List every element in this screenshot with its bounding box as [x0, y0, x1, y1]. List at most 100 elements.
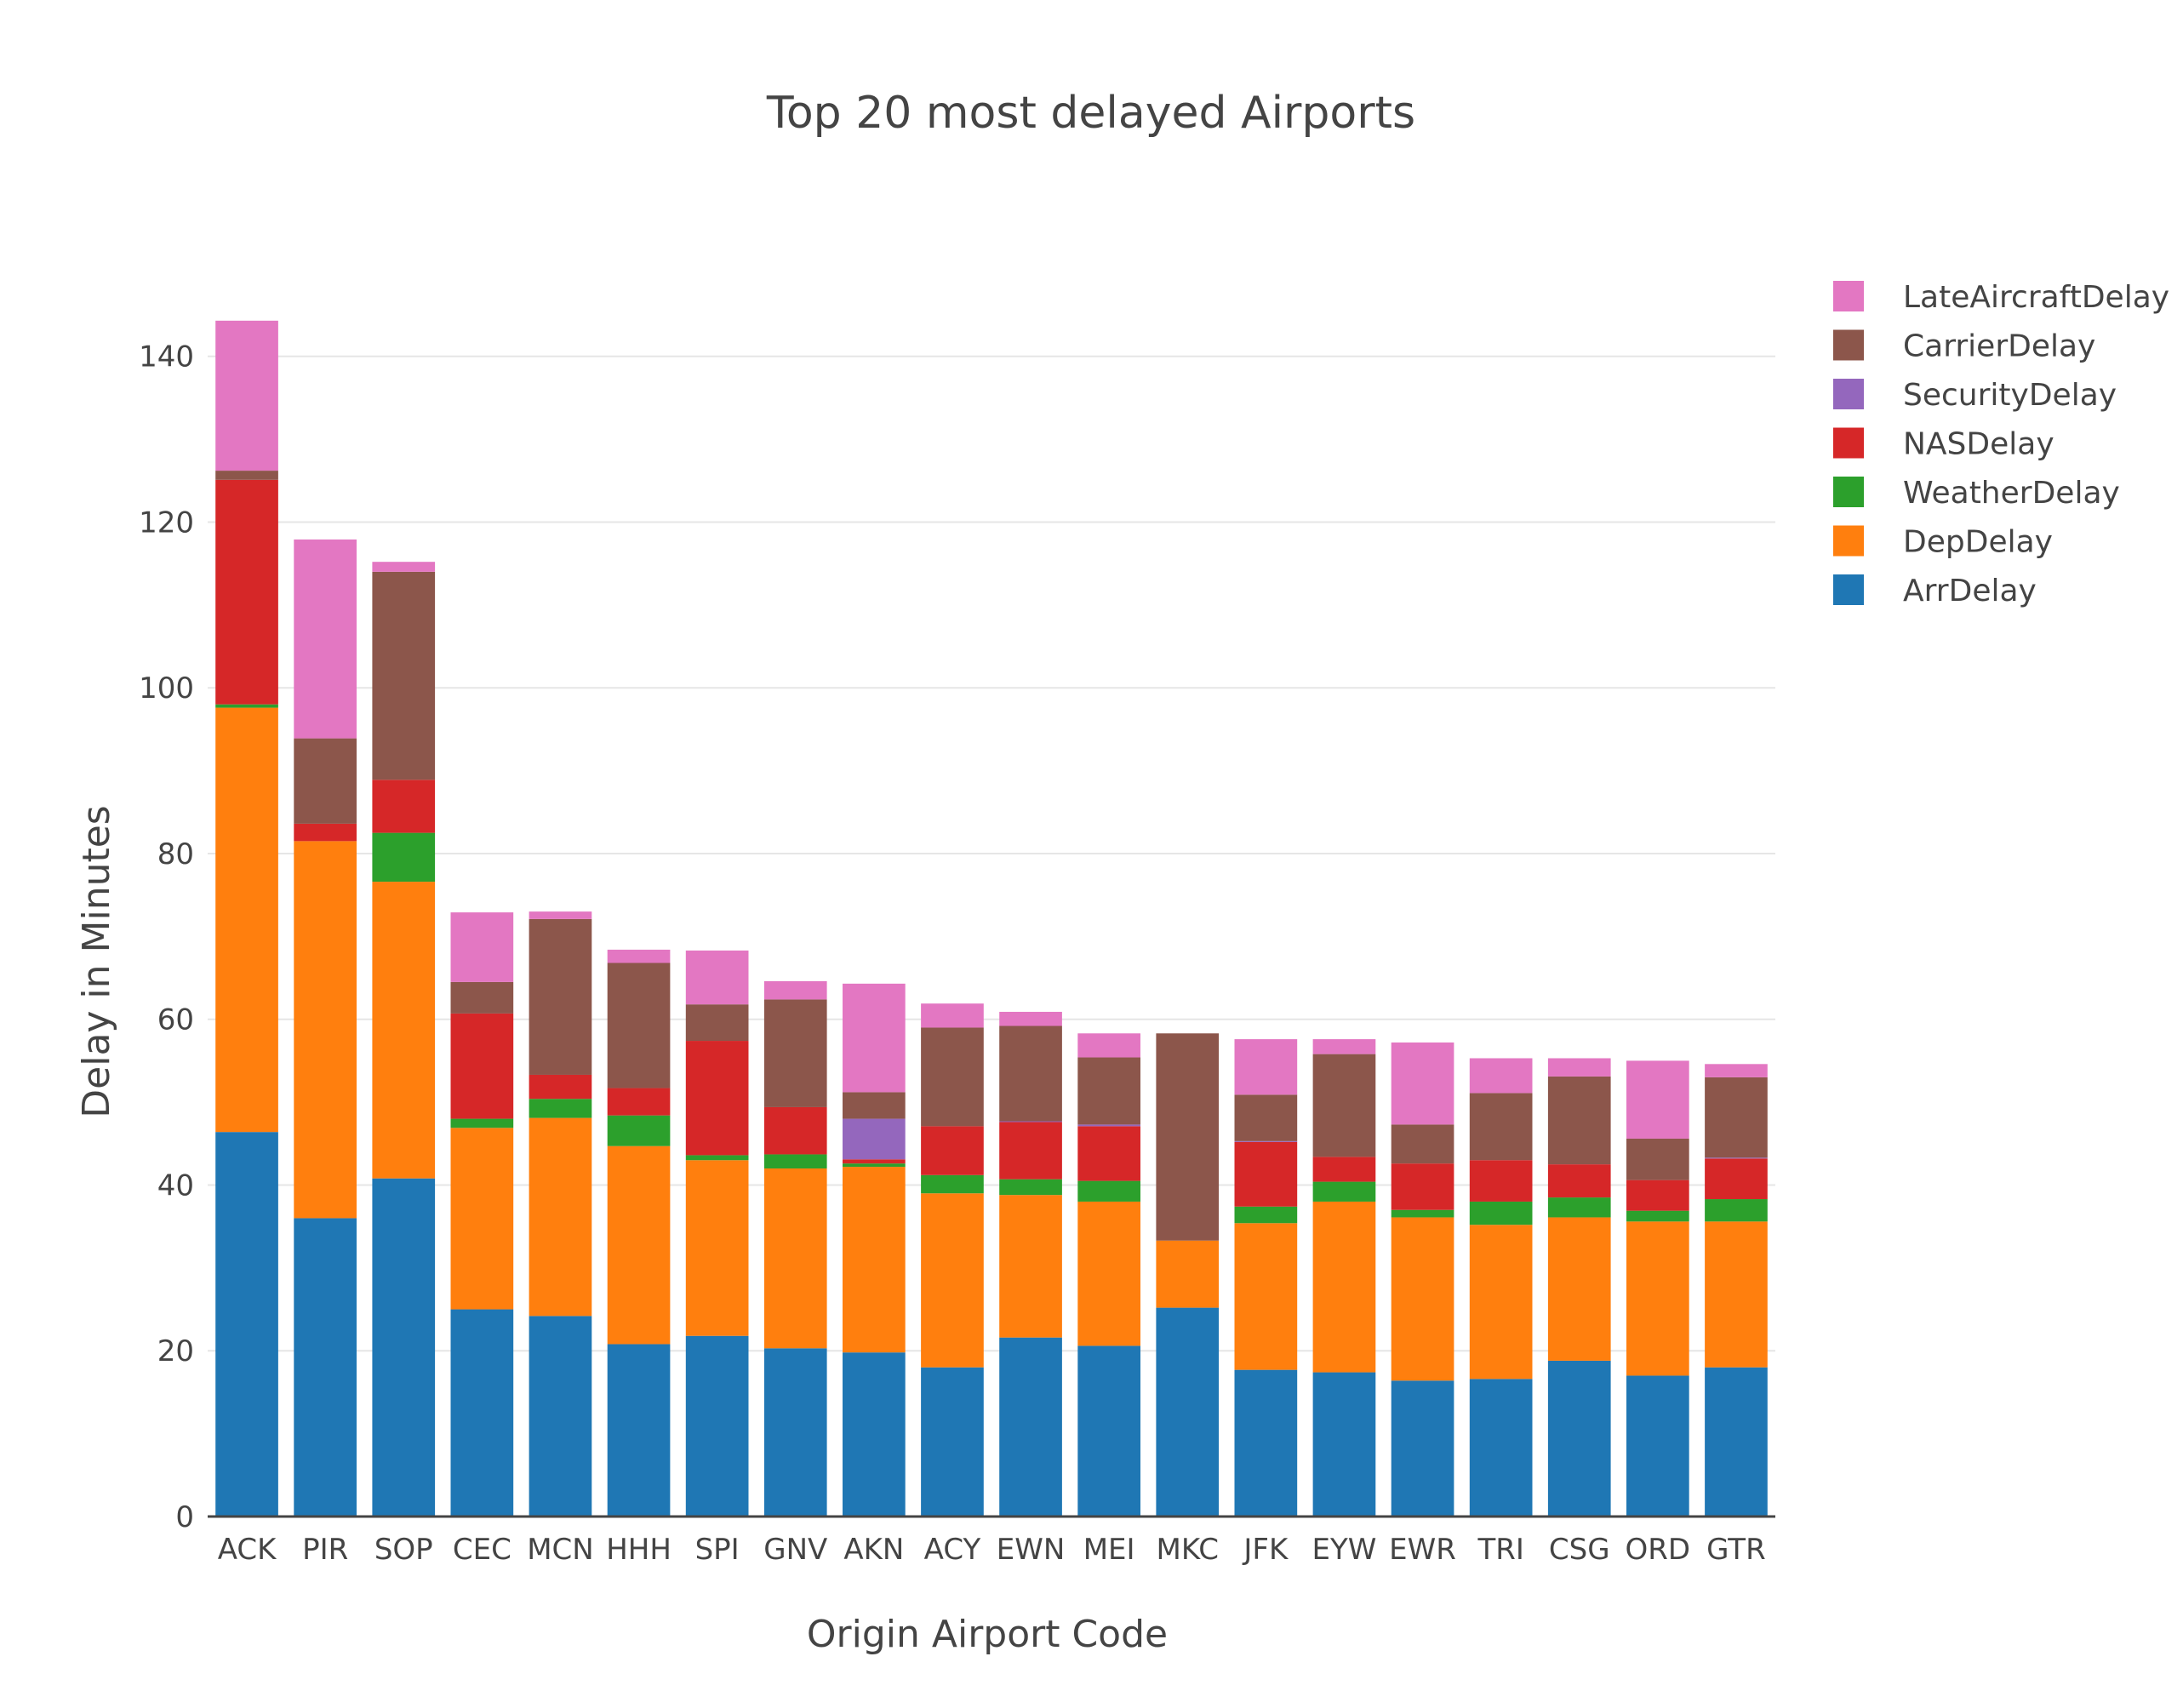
- bar-segment-carrierdelay-pir: [294, 738, 357, 824]
- bar-segment-carrierdelay-gtr: [1705, 1077, 1768, 1158]
- bar-segment-nasdelay-spi: [685, 1041, 749, 1156]
- bar-segment-arrdelay-pir: [294, 1218, 357, 1517]
- x-tick-label: TRI: [1477, 1533, 1523, 1567]
- legend-swatch: [1833, 427, 1864, 459]
- bar-segment-lateaircraftdelay-csg: [1547, 1058, 1611, 1077]
- bar-segment-depdelay-gnv: [763, 1168, 827, 1349]
- legend-label: NASDelay: [1903, 427, 2054, 462]
- bar-segment-nasdelay-sop: [372, 780, 436, 833]
- bar-segment-carrierdelay-mkc: [1156, 1033, 1220, 1241]
- bar-segment-carrierdelay-ewr: [1391, 1124, 1454, 1164]
- bar-segment-arrdelay-ewr: [1391, 1380, 1454, 1517]
- y-tick-label: 40: [157, 1168, 194, 1202]
- x-tick-label: SOP: [374, 1533, 433, 1567]
- bar-segment-nasdelay-akn: [843, 1159, 906, 1164]
- legend-swatch: [1833, 525, 1864, 557]
- bar-segment-carrierdelay-spi: [685, 1004, 749, 1042]
- bar-segment-depdelay-cec: [450, 1128, 514, 1310]
- bar-segment-arrdelay-spi: [685, 1335, 749, 1517]
- bar-segment-carrierdelay-acy: [921, 1027, 984, 1127]
- legend-swatch: [1833, 477, 1864, 507]
- legend-label: DepDelay: [1903, 525, 2053, 560]
- bar-segment-weatherdelay-ack: [215, 704, 278, 708]
- bar-segment-carrierdelay-akn: [843, 1092, 906, 1119]
- bar-segment-depdelay-ack: [215, 707, 278, 1133]
- bar-segment-carrierdelay-mei: [1077, 1057, 1140, 1125]
- legend-label: SecurityDelay: [1903, 378, 2117, 413]
- bar-segment-nasdelay-hhh: [607, 1088, 671, 1116]
- y-tick-label: 120: [139, 506, 194, 540]
- bar-segment-arrdelay-tri: [1469, 1379, 1533, 1517]
- bar-segment-securitydelay-mei: [1077, 1124, 1140, 1127]
- bar-segment-weatherdelay-csg: [1547, 1197, 1611, 1218]
- bar-segment-carrierdelay-eyw: [1312, 1054, 1376, 1157]
- bar-segment-arrdelay-ord: [1626, 1375, 1689, 1517]
- x-tick-label: EYW: [1312, 1533, 1377, 1567]
- bar-segment-lateaircraftdelay-sop: [372, 562, 436, 572]
- bars: [215, 320, 1768, 1517]
- bar-segment-depdelay-mei: [1077, 1201, 1140, 1346]
- bar-segment-depdelay-spi: [685, 1160, 749, 1336]
- legend-label: WeatherDelay: [1903, 476, 2120, 511]
- bar-segment-lateaircraftdelay-ord: [1626, 1060, 1689, 1139]
- bar-segment-weatherdelay-ewr: [1391, 1209, 1454, 1218]
- bar-segment-weatherdelay-tri: [1469, 1201, 1533, 1225]
- bar-segment-lateaircraftdelay-ewr: [1391, 1042, 1454, 1125]
- x-axis: ACK PIR SOP CEC MCN HHH SPI GNV AKN ACY EWN MEI MKC J…: [208, 1515, 1775, 1567]
- bar-segment-carrierdelay-hhh: [607, 963, 671, 1088]
- legend-swatch: [1833, 281, 1864, 311]
- x-tick-label: MCN: [527, 1533, 594, 1567]
- y-tick-label: 100: [139, 671, 194, 705]
- x-tick-label: GTR: [1706, 1533, 1766, 1567]
- bar-segment-nasdelay-eyw: [1312, 1157, 1376, 1182]
- bar-segment-nasdelay-mcn: [529, 1074, 592, 1100]
- legend-swatch: [1833, 574, 1864, 605]
- bar-segment-nasdelay-ack: [215, 479, 278, 705]
- bar-segment-arrdelay-gtr: [1705, 1367, 1768, 1517]
- bar-segment-depdelay-mcn: [529, 1117, 592, 1317]
- bar-segment-arrdelay-cec: [450, 1309, 514, 1517]
- bar-segment-depdelay-ord: [1626, 1221, 1689, 1376]
- bar-segment-lateaircraftdelay-mei: [1077, 1033, 1140, 1058]
- bar-segment-weatherdelay-cec: [450, 1118, 514, 1128]
- bar-segment-carrierdelay-gnv: [763, 999, 827, 1107]
- x-tick-label: MEI: [1083, 1533, 1135, 1567]
- bar-segment-nasdelay-mei: [1077, 1126, 1140, 1181]
- bar-segment-lateaircraftdelay-gtr: [1705, 1064, 1768, 1077]
- bar-segment-weatherdelay-gnv: [763, 1154, 827, 1169]
- x-tick-label: PIR: [302, 1533, 348, 1567]
- bar-segment-nasdelay-gtr: [1705, 1158, 1768, 1200]
- bar-segment-lateaircraftdelay-ewn: [999, 1011, 1062, 1026]
- bar-segment-depdelay-pir: [294, 841, 357, 1219]
- bar-segment-depdelay-mkc: [1156, 1240, 1220, 1308]
- bar-segment-arrdelay-mkc: [1156, 1307, 1220, 1517]
- bar-segment-carrierdelay-ack: [215, 471, 278, 480]
- bar-segment-securitydelay-akn: [843, 1118, 906, 1160]
- y-tick-label: 80: [157, 837, 194, 871]
- bar-segment-carrierdelay-ewn: [999, 1025, 1062, 1122]
- bar-segment-lateaircraftdelay-acy: [921, 1003, 984, 1028]
- bar-segment-weatherdelay-mcn: [529, 1099, 592, 1118]
- x-tick-label: ORD: [1626, 1533, 1691, 1567]
- bar-segment-nasdelay-ewr: [1391, 1163, 1454, 1210]
- bar-segment-nasdelay-gnv: [763, 1106, 827, 1155]
- y-tick-label: 0: [175, 1500, 194, 1534]
- bar-segment-arrdelay-mcn: [529, 1316, 592, 1517]
- x-tick-label: CSG: [1549, 1533, 1610, 1567]
- bar-segment-nasdelay-cec: [450, 1013, 514, 1119]
- bar-segment-depdelay-tri: [1469, 1225, 1533, 1380]
- bar-segment-nasdelay-tri: [1469, 1160, 1533, 1202]
- bar-segment-weatherdelay-acy: [921, 1174, 984, 1194]
- bar-segment-weatherdelay-jfk: [1234, 1206, 1298, 1224]
- y-axis: 0 20 40 60 80 100 120 140: [139, 340, 194, 1534]
- bar-segment-lateaircraftdelay-jfk: [1234, 1039, 1298, 1095]
- bar-segment-depdelay-hhh: [607, 1145, 671, 1345]
- bar-segment-arrdelay-hhh: [607, 1344, 671, 1517]
- x-axis-title: Origin Airport Code: [807, 1613, 1168, 1656]
- bar-segment-arrdelay-mei: [1077, 1345, 1140, 1517]
- bar-segment-weatherdelay-sop: [372, 832, 436, 883]
- bar-segment-carrierdelay-tri: [1469, 1093, 1533, 1161]
- bar-segment-carrierdelay-jfk: [1234, 1094, 1298, 1141]
- bar-segment-depdelay-eyw: [1312, 1201, 1376, 1373]
